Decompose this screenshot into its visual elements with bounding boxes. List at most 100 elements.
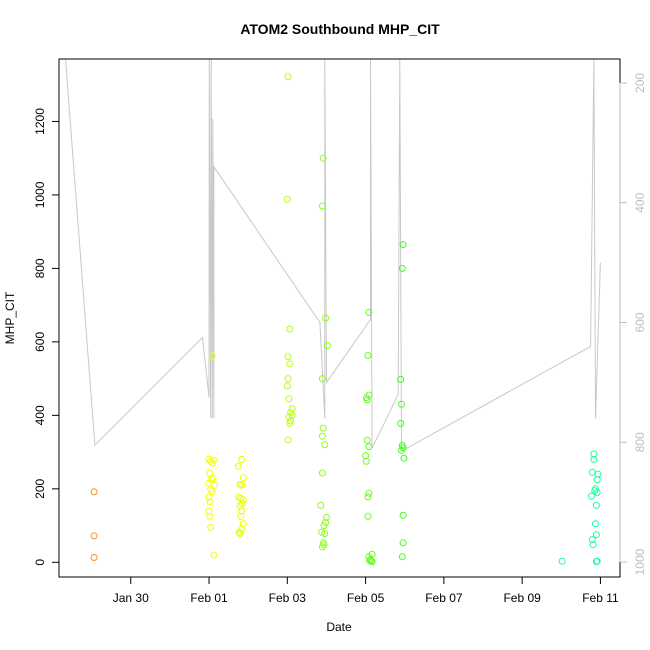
data-point	[238, 455, 246, 463]
data-point	[398, 446, 405, 454]
y2-tick-label: 400	[633, 192, 647, 212]
y-tick-label: 800	[33, 258, 47, 278]
y2-tick-label: 1000	[633, 548, 647, 575]
data-point	[284, 375, 292, 383]
data-point	[317, 501, 325, 509]
y-tick-label: 1200	[33, 108, 47, 135]
x-axis-label: Date	[326, 620, 352, 634]
data-point	[592, 520, 599, 528]
data-point	[209, 474, 217, 482]
data-point	[322, 314, 330, 322]
data-point	[588, 492, 595, 500]
data-point	[286, 419, 294, 427]
data-point	[399, 511, 407, 519]
y-tick-label: 400	[33, 405, 47, 425]
data-point	[90, 488, 98, 496]
data-point	[397, 419, 405, 427]
y-tick-label: 600	[33, 332, 47, 352]
data-point	[318, 469, 326, 477]
data-point	[592, 531, 600, 539]
y-axis: 0 200 400 600 800 1000 1200	[33, 108, 60, 566]
data-point	[321, 441, 329, 449]
data-point	[237, 512, 245, 520]
data-point	[398, 264, 406, 272]
data-point	[288, 405, 296, 413]
data-point	[318, 528, 326, 536]
data-point	[207, 486, 215, 494]
data-point	[588, 536, 596, 543]
depth-trace-line	[65, 58, 601, 453]
y2-tick-label: 800	[633, 432, 647, 452]
data-point	[398, 553, 406, 561]
data-point	[319, 154, 327, 162]
x-tick-label: Feb 09	[503, 591, 541, 605]
data-point	[400, 454, 408, 462]
data-point	[364, 493, 372, 501]
data-point	[399, 539, 407, 547]
data-point	[206, 512, 214, 520]
data-points	[90, 73, 602, 566]
data-point	[238, 481, 246, 489]
x-tick-label: Feb 03	[269, 591, 307, 605]
data-point	[319, 424, 327, 432]
data-point	[235, 528, 243, 536]
plot-frame	[58, 58, 621, 578]
data-point	[590, 455, 598, 463]
data-point	[236, 530, 244, 538]
y2-tick-label: 600	[633, 312, 647, 332]
x-axis: Jan 30 Feb 01 Feb 03 Feb 05 Feb 07 Feb 09 Feb …	[113, 576, 619, 605]
data-point	[593, 489, 601, 496]
data-point	[207, 457, 215, 465]
data-point	[90, 532, 98, 540]
data-point	[368, 558, 376, 566]
x-tick-label: Feb 01	[190, 591, 228, 605]
y-tick-label: 0	[33, 559, 47, 566]
data-point	[589, 541, 597, 549]
chart-title: ATOM2 Southbound MHP_CIT	[240, 21, 440, 37]
data-point	[364, 512, 372, 520]
data-point	[323, 514, 330, 521]
data-point	[363, 396, 371, 404]
data-point	[318, 432, 326, 440]
data-point	[208, 488, 216, 496]
data-point	[207, 523, 215, 531]
secondary-y-axis: 200 400 600 800 1000	[619, 73, 647, 575]
data-point	[399, 241, 407, 248]
data-point	[398, 400, 405, 408]
data-point	[286, 360, 294, 368]
data-point	[365, 309, 373, 316]
data-point	[321, 530, 329, 538]
y2-tick-label: 200	[633, 73, 647, 93]
data-point	[363, 436, 371, 444]
data-point	[205, 493, 213, 501]
data-point	[397, 375, 405, 383]
data-point	[365, 489, 373, 497]
data-point	[211, 481, 219, 489]
data-point	[285, 395, 293, 403]
data-point	[365, 443, 373, 451]
data-point	[238, 507, 246, 515]
data-point	[558, 557, 566, 565]
data-point	[362, 457, 370, 465]
data-point	[588, 468, 596, 476]
x-tick-label: Jan 30	[113, 591, 149, 605]
data-point	[592, 501, 600, 509]
y-axis-label: MHP_CIT	[3, 291, 17, 344]
data-point	[283, 195, 291, 203]
x-tick-label: Feb 07	[425, 591, 463, 605]
y-tick-label: 1000	[33, 181, 47, 208]
data-point	[284, 73, 292, 81]
data-point	[320, 522, 328, 530]
data-point	[323, 342, 331, 350]
data-point	[592, 558, 600, 566]
data-point	[318, 202, 326, 210]
data-point	[318, 543, 326, 551]
data-point	[210, 551, 218, 559]
data-point	[318, 375, 326, 383]
data-point	[286, 325, 294, 333]
data-point	[210, 456, 218, 464]
depth-trace	[65, 58, 601, 453]
y-tick-label: 200	[33, 478, 47, 498]
data-point	[283, 382, 291, 390]
data-point	[205, 507, 213, 515]
